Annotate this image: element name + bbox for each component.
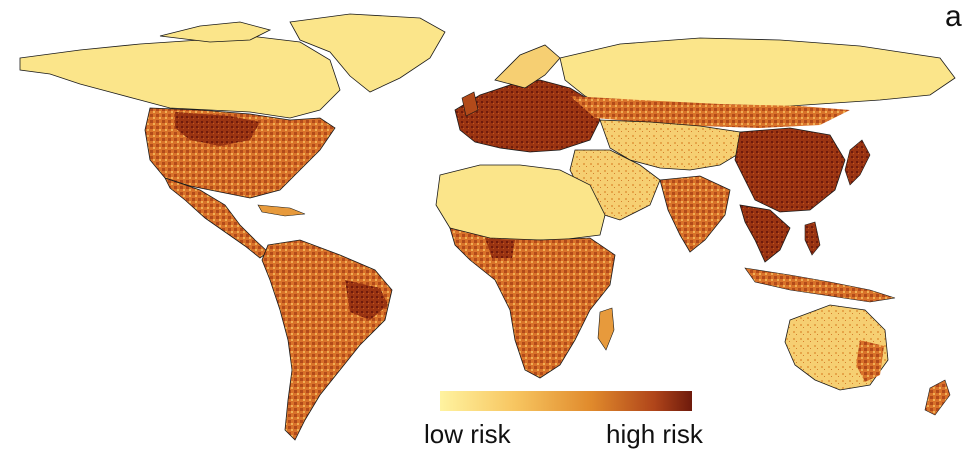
new-zealand (924, 379, 951, 416)
north-america-north (19, 35, 341, 119)
brazil-east-dark (345, 280, 388, 320)
japan (844, 139, 871, 186)
southeast-asia (739, 204, 791, 263)
india (659, 175, 731, 253)
south-america (261, 239, 393, 441)
panel-label: a (945, 0, 962, 33)
caribbean (257, 204, 306, 217)
legend-high-label: high risk (606, 419, 703, 449)
indonesia (744, 267, 896, 303)
russia-south-band (570, 96, 850, 128)
nigeria-dark (485, 238, 515, 258)
greenland (289, 13, 446, 93)
legend-gradient-bar (440, 391, 692, 411)
australia-east-dark (856, 340, 884, 382)
usa-north-dark (175, 112, 260, 146)
africa-central (449, 227, 616, 379)
philippines (804, 221, 821, 256)
british-isles (461, 91, 479, 117)
central-asia (599, 119, 746, 171)
madagascar (597, 307, 615, 351)
scandinavia (494, 44, 561, 89)
legend-low-label: low risk (424, 419, 511, 449)
mexico-central-america (164, 177, 269, 259)
arctic-islands (159, 21, 272, 43)
china (734, 127, 846, 213)
